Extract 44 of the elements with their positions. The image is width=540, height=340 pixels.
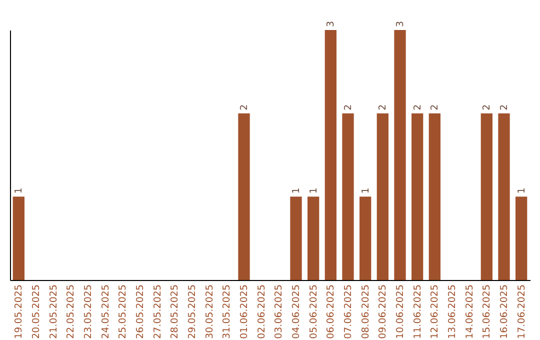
x-tick-label: 08.06.2025 bbox=[360, 284, 372, 339]
data-label: 2 bbox=[378, 104, 389, 110]
x-tick-label: 17.06.2025 bbox=[516, 284, 528, 339]
x-tick-label: 30.05.2025 bbox=[204, 284, 216, 339]
data-label: 2 bbox=[499, 104, 510, 110]
x-tick-label: 01.06.2025 bbox=[239, 284, 250, 339]
x-tick-label: 11.06.2025 bbox=[412, 284, 424, 339]
data-label: 1 bbox=[516, 188, 528, 194]
x-tick-label: 03.06.2025 bbox=[274, 284, 285, 339]
x-tick-label: 05.06.2025 bbox=[308, 284, 320, 339]
x-tick-label: 28.05.2025 bbox=[170, 284, 181, 339]
x-tick-label: 15.06.2025 bbox=[482, 284, 493, 339]
data-label: 2 bbox=[343, 104, 354, 110]
x-tick-label: 12.06.2025 bbox=[430, 284, 441, 339]
data-label: 1 bbox=[308, 188, 320, 194]
x-tick-label: 31.05.2025 bbox=[222, 284, 233, 339]
x-tick-label: 29.05.2025 bbox=[187, 284, 198, 339]
x-tick-label: 06.06.2025 bbox=[326, 284, 337, 339]
data-label: 1 bbox=[14, 188, 25, 194]
x-tick-label: 26.05.2025 bbox=[135, 284, 146, 339]
x-tick-label: 24.05.2025 bbox=[100, 284, 112, 339]
x-tick-label: 13.06.2025 bbox=[447, 284, 458, 339]
data-label: 3 bbox=[326, 20, 337, 27]
data-label: 1 bbox=[291, 188, 302, 194]
x-tick-label: 16.06.2025 bbox=[499, 284, 510, 339]
x-tick-label: 04.06.2025 bbox=[291, 284, 302, 339]
x-tick-label: 27.05.2025 bbox=[152, 284, 164, 339]
x-tick-label: 21.05.2025 bbox=[48, 284, 60, 339]
data-label: 2 bbox=[412, 104, 424, 110]
x-tick-label: 10.06.2025 bbox=[395, 284, 406, 339]
x-tick-label: 23.05.2025 bbox=[83, 284, 94, 339]
x-tick-label: 19.05.2025 bbox=[14, 284, 25, 339]
data-label: 1 bbox=[360, 188, 372, 194]
x-tick-label: 09.06.2025 bbox=[378, 284, 389, 339]
data-label: 2 bbox=[430, 104, 441, 110]
data-label: 2 bbox=[482, 104, 493, 110]
x-tick-label: 02.06.2025 bbox=[256, 284, 268, 339]
x-tick-label: 25.05.2025 bbox=[118, 284, 129, 339]
x-tick-label: 07.06.2025 bbox=[343, 284, 354, 339]
data-label: 2 bbox=[239, 104, 250, 110]
data-label: 3 bbox=[395, 20, 406, 27]
x-tick-label: 20.05.2025 bbox=[31, 284, 42, 339]
x-tick-label: 14.06.2025 bbox=[464, 284, 476, 339]
x-tick-label: 22.05.2025 bbox=[66, 284, 77, 339]
